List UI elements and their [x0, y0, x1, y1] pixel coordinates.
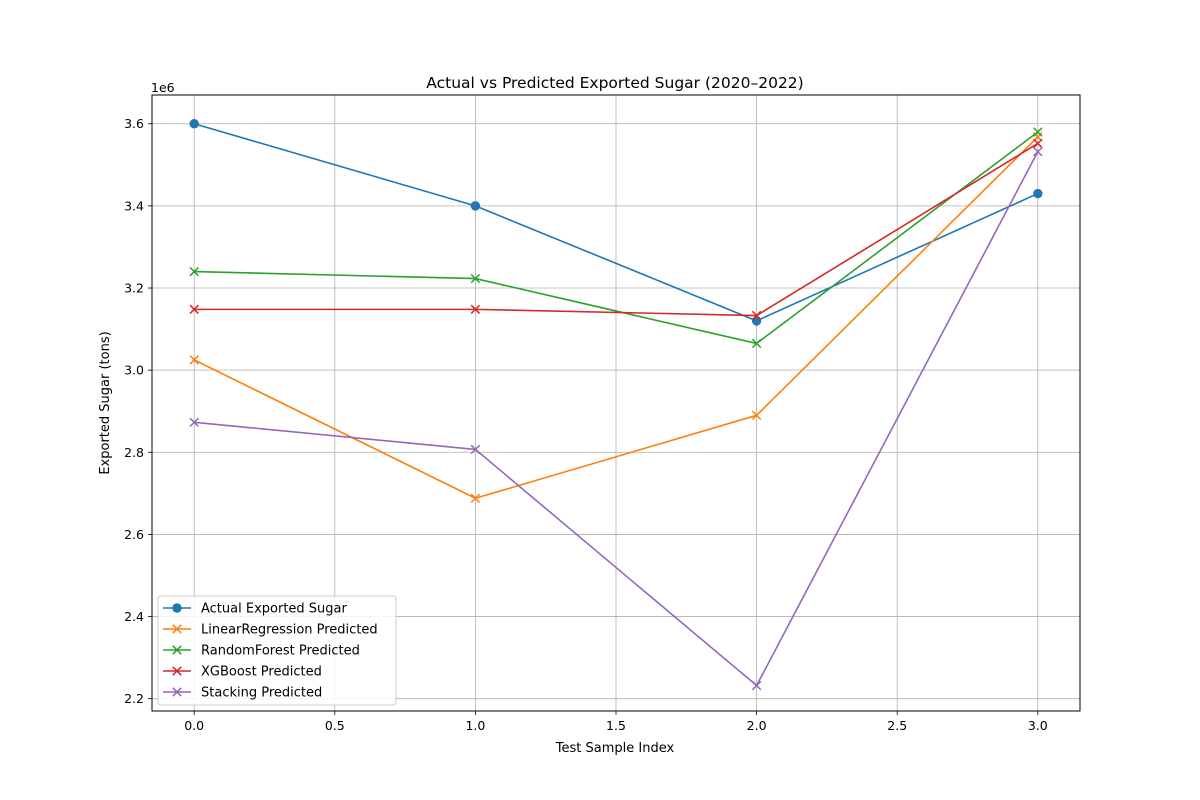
legend-marker — [172, 645, 182, 655]
data-point-actual-exported-sugar — [470, 201, 481, 211]
grid-lines — [152, 95, 1080, 711]
data-point-linearregression-predicted — [189, 355, 199, 365]
data-point-actual-exported-sugar — [751, 316, 762, 326]
legend-item-linearregression-predicted: LinearRegression Predicted — [163, 623, 378, 638]
series-line-stacking-predicted — [194, 151, 1039, 687]
data-point-randomforest-predicted — [751, 338, 762, 349]
y-tick-label: 2.6 — [124, 527, 144, 542]
y-tick-label: 2.4 — [124, 609, 144, 624]
axis-ticks: 0.0 0.5 1.0 1.5 2.0 2.5 3.0 2.2 2.4 2.6 2.8 3.0 3.2 3… — [124, 116, 1048, 733]
legend-label: LinearRegression Predicted — [201, 623, 378, 638]
data-point-linearregression-predicted — [470, 493, 481, 504]
legend-label: RandomForest Predicted — [201, 644, 360, 659]
data-point-xgboost-predicted — [751, 310, 762, 321]
data-point-randomforest-predicted — [1033, 127, 1043, 137]
y-tick-label: 3.2 — [124, 281, 144, 296]
legend-item-randomforest-predicted: RandomForest Predicted — [163, 644, 360, 659]
legend-marker — [172, 687, 182, 697]
data-point-actual-exported-sugar — [189, 119, 199, 129]
series-line-randomforest-predicted — [194, 131, 1039, 345]
data-point-actual-exported-sugar — [1033, 188, 1043, 199]
data-point-xgboost-predicted — [1033, 138, 1043, 149]
x-axis-title: Test Sample Index — [555, 741, 675, 756]
legend-marker — [172, 603, 182, 613]
data-point-linearregression-predicted — [751, 410, 762, 421]
legend-item-actual-exported-sugar: Actual Exported Sugar — [163, 602, 348, 617]
data-point-stacking-predicted — [470, 444, 481, 455]
y-tick-label: 3.0 — [124, 363, 144, 378]
plot-area-frame — [151, 94, 1081, 712]
legend-marker — [172, 624, 182, 634]
legend-label: Actual Exported Sugar — [201, 602, 348, 617]
legend-item-stacking-predicted: Stacking Predicted — [163, 686, 322, 701]
legend-label: XGBoost Predicted — [201, 665, 322, 680]
data-point-xgboost-predicted — [189, 304, 199, 315]
data-point-stacking-predicted — [189, 417, 199, 428]
legend-box — [157, 595, 397, 706]
x-tick-label: 1.5 — [606, 718, 626, 733]
chart-title: Actual vs Predicted Exported Sugar (2020… — [426, 74, 803, 92]
x-tick-label: 0.5 — [325, 718, 345, 733]
data-point-randomforest-predicted — [470, 273, 481, 284]
legend: Actual Exported Sugar LinearRegression Pr… — [157, 595, 397, 706]
legend-marker — [172, 666, 182, 676]
series-stacking-predicted — [189, 146, 1043, 691]
data-point-xgboost-predicted — [470, 304, 481, 315]
data-point-randomforest-predicted — [189, 266, 199, 277]
legend-item-xgboost-predicted: XGBoost Predicted — [163, 665, 322, 680]
data-point-stacking-predicted — [1033, 146, 1043, 157]
series-line-actual-exported-sugar — [193, 122, 1039, 322]
x-tick-label: 2.0 — [747, 718, 767, 733]
y-tick-label: 3.4 — [124, 198, 144, 213]
x-tick-label: 0.0 — [184, 718, 204, 733]
series-xgboost-predicted — [189, 138, 1043, 321]
x-tick-label: 2.5 — [887, 718, 907, 733]
x-tick-label: 1.0 — [465, 718, 485, 733]
y-tick-label: 3.6 — [124, 116, 144, 131]
series-randomforest-predicted — [189, 127, 1043, 349]
y-offset-label: 1e6 — [151, 80, 175, 95]
y-tick-label: 2.2 — [124, 691, 144, 706]
series-line-linearregression-predicted — [193, 136, 1039, 500]
y-axis-title: Exported Sugar (tons) — [98, 331, 113, 474]
series-actual-exported-sugar — [189, 119, 1043, 326]
y-tick-label: 2.8 — [124, 445, 144, 460]
data-point-stacking-predicted — [751, 680, 762, 691]
series-layer — [189, 119, 1043, 691]
series-line-xgboost-predicted — [194, 142, 1039, 317]
legend-label: Stacking Predicted — [201, 686, 322, 701]
x-tick-label: 3.0 — [1028, 718, 1048, 733]
